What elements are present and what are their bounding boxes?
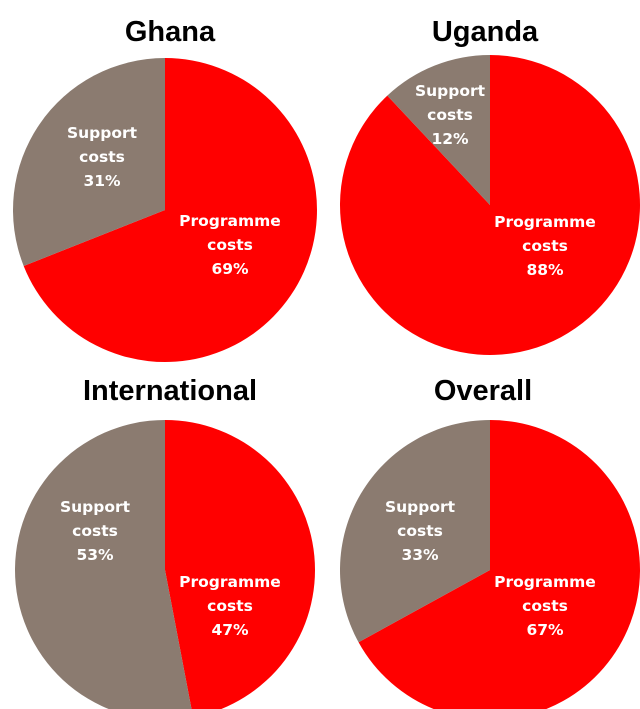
programme-slice [165,420,315,709]
programme-slice [23,58,317,363]
data-label-line: costs [522,597,568,615]
data-label-line: costs [397,522,443,540]
support-data-label: Support costs 31% [67,124,138,190]
support-slice [13,58,166,266]
data-label-line: Programme [179,573,281,591]
data-label-line: 33% [401,546,439,564]
pie-chart-overall: Overall Programme costs 67% Support costs 33% [339,375,640,709]
data-label-line: 88% [526,261,564,279]
data-label-line: costs [427,106,473,124]
data-label-line: costs [522,237,568,255]
programme-slice [358,420,640,709]
chart-title: Overall [434,375,532,407]
programme-data-label: Programme costs 69% [179,212,281,278]
data-label-line: Programme [494,573,596,591]
support-slice [339,420,490,643]
data-label-line: costs [207,597,253,615]
support-data-label: Support costs 53% [60,498,131,564]
pie-chart-ghana: Ghana Programme costs 69% Support costs 31% [13,16,317,363]
support-data-label: Support costs 33% [385,498,456,564]
data-label-line: Support [67,124,138,142]
pie-chart-international: International Programme costs 47% Support cos… [15,375,315,709]
data-label-line: 53% [76,546,114,564]
data-label-line: 47% [211,621,249,639]
data-label-line: Programme [179,212,281,230]
support-slice [387,55,490,205]
chart-title: Ghana [125,16,216,48]
programme-data-label: Programme costs 88% [494,213,596,279]
data-label-line: costs [72,522,118,540]
data-label-line: Programme [494,213,596,231]
data-label-line: 67% [526,621,564,639]
programme-data-label: Programme costs 67% [494,573,596,639]
support-data-label: Support costs 12% [415,82,486,148]
programme-data-label: Programme costs 47% [179,573,281,639]
programme-slice [340,55,640,355]
chart-title: Uganda [432,16,539,48]
data-label-line: costs [79,148,125,166]
data-label-line: Support [60,498,131,516]
support-slice [15,420,192,709]
pie-chart-uganda: Uganda Programme costs 88% Support costs 12% [340,16,640,355]
data-label-line: Support [385,498,456,516]
data-label-line: 12% [431,130,469,148]
data-label-line: 69% [211,260,249,278]
data-label-line: costs [207,236,253,254]
chart-title: International [83,375,257,407]
data-label-line: 31% [83,172,121,190]
data-label-line: Support [415,82,486,100]
